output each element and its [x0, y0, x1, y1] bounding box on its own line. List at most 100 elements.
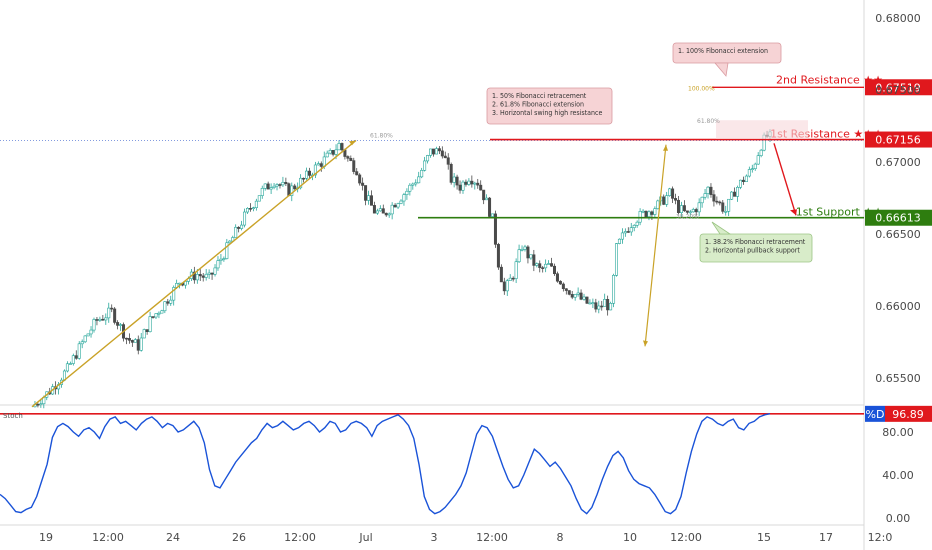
resistance-confluence-box-line: 1. 50% Fibonacci retracement: [492, 92, 587, 100]
candle-body: [411, 183, 415, 186]
stoch-tick-label: 0.00: [886, 512, 911, 525]
candle-body: [721, 202, 725, 212]
candle-body: [305, 170, 309, 179]
stoch-title: Stoch: [3, 412, 23, 420]
fib-leg-arrowhead-up: [663, 144, 668, 151]
candle-body: [240, 224, 244, 229]
candle-body: [307, 170, 311, 176]
candle-body: [352, 160, 356, 172]
candle-body: [402, 194, 406, 202]
candle-body: [606, 299, 610, 311]
candle-body: [71, 355, 75, 364]
candle-body: [582, 296, 586, 300]
candle-body: [431, 148, 435, 155]
candle-body: [467, 180, 471, 185]
candle-body: [420, 170, 424, 178]
candle-body: [555, 273, 559, 282]
time-tick-label: 24: [166, 531, 180, 544]
candle-body: [396, 203, 400, 208]
candle-body: [195, 274, 199, 281]
candle-body: [340, 143, 344, 151]
candle-body: [369, 195, 373, 206]
candle-body: [473, 182, 477, 185]
candle-body: [679, 205, 683, 214]
first-resistance-price-tag: [865, 131, 932, 148]
candle-body: [653, 208, 657, 215]
time-tick-label: 19: [39, 531, 53, 544]
candle-body: [644, 210, 648, 218]
candle-body: [86, 333, 90, 337]
candle-body: [461, 181, 465, 191]
candle-body: [139, 337, 143, 351]
stochastic-pane: Stoch %D 96.89 80.00 40.00 0.00: [0, 405, 932, 525]
time-tick-label: 10: [623, 531, 637, 544]
candle-body: [337, 143, 341, 151]
time-tick-label: 12:00: [670, 531, 702, 544]
stoch-value-tag: [885, 405, 932, 422]
candle-body: [124, 337, 128, 340]
candle-body: [662, 196, 666, 205]
candle-body: [550, 263, 554, 267]
candle-body: [517, 249, 521, 263]
fib-leg-arrowhead-down: [643, 340, 648, 347]
candle-body: [638, 211, 642, 223]
candle-body: [381, 208, 385, 214]
candle-body: [440, 150, 444, 157]
expected-move-arrowhead: [790, 209, 797, 216]
first-support-price-tag: [865, 209, 932, 226]
fib-382-label: 38.20%: [676, 214, 699, 221]
candle-body: [573, 294, 577, 298]
candle-body: [617, 238, 621, 244]
candle-body: [691, 209, 695, 213]
candle-body: [724, 211, 728, 213]
candle-body: [635, 221, 639, 226]
candle-body: [133, 339, 137, 343]
candle-body: [372, 205, 376, 214]
candle-body: [597, 305, 601, 310]
candle-body: [201, 275, 205, 278]
candle-body: [668, 188, 672, 196]
candle-body: [119, 324, 123, 326]
candle-body: [166, 301, 170, 304]
candle-body: [443, 155, 447, 159]
candle-body: [585, 296, 589, 304]
time-tick-label: Jul: [358, 531, 372, 544]
candle-body: [210, 272, 214, 275]
second-resistance-price-tag: [865, 79, 932, 96]
candle-body: [747, 169, 751, 177]
candle-body: [674, 198, 678, 201]
candle-body: [671, 188, 675, 199]
axes: 0.67519 0.67156 0.66613 0.68000 0.67500 0.670…: [39, 12, 932, 544]
candle-body: [316, 163, 320, 166]
candle-body: [609, 303, 613, 311]
candle-body: [499, 266, 503, 283]
candle-body: [405, 190, 409, 195]
candle-body: [260, 188, 264, 196]
candle-body: [656, 200, 660, 209]
candle-body: [361, 182, 365, 186]
candle-body: [629, 227, 633, 233]
candle-body: [700, 196, 704, 204]
candle-body: [464, 181, 468, 185]
candle-body: [600, 305, 604, 308]
candle-body: [89, 329, 93, 335]
candle-body: [703, 193, 707, 198]
candle-body: [744, 175, 748, 183]
candle-body: [408, 184, 412, 192]
candle-body: [423, 160, 427, 171]
candle-body: [626, 231, 630, 233]
candle-body: [313, 164, 317, 176]
candle-body: [458, 184, 462, 191]
candle-body: [358, 174, 362, 184]
support-box-pointer: [711, 221, 732, 235]
candle-body: [650, 211, 654, 215]
candle-body: [225, 242, 229, 259]
candle-body: [564, 288, 568, 291]
candle-body: [319, 163, 323, 167]
support-confluence-box-line: 2. Horizontal pullback support: [705, 247, 800, 255]
fib-extension-leg: [644, 144, 667, 347]
candle-body: [434, 148, 438, 155]
time-tick-label: 15: [757, 531, 771, 544]
